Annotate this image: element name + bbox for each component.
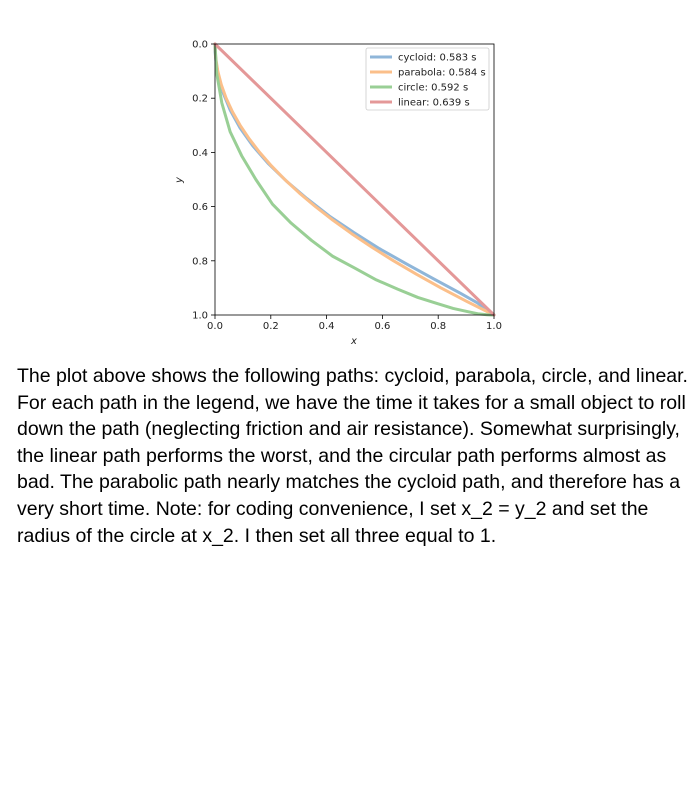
series-line-1 [213, 42, 496, 317]
x-tick-label: 0.6 [374, 321, 390, 332]
legend-label-1: parabola: 0.584 s [398, 68, 486, 79]
axes-frame [214, 43, 495, 316]
series-layer [213, 42, 496, 317]
series-line-3 [213, 42, 496, 317]
legend-box [365, 47, 490, 111]
y-tick-label: 0.2 [192, 94, 208, 105]
y-tick-label: 0.6 [192, 202, 208, 213]
x-tick-label: 0.8 [430, 321, 446, 332]
y-axis-label: y [174, 176, 185, 184]
y-tick-label: 0.4 [192, 148, 208, 159]
x-tick-label: 0.0 [207, 321, 223, 332]
x-axis-label: x [350, 336, 357, 347]
legend-label-3: linear: 0.639 s [398, 98, 470, 109]
x-tick-label: 0.4 [319, 321, 335, 332]
y-axis-ticks: 0.0 0.2 0.4 0.6 0.8 1.0 [192, 40, 215, 322]
x-tick-label: 1.0 [486, 321, 502, 332]
legend: cycloid: 0.583 s parabola: 0.584 s circle:… [365, 47, 490, 111]
x-tick-label: 0.2 [263, 321, 279, 332]
legend-label-2: circle: 0.592 s [398, 83, 468, 94]
y-tick-label: 1.0 [192, 311, 208, 322]
brachistochrone-chart: 0.0 0.2 0.4 0.6 0.8 1.0 0.00.20.40.60.81.0 x … [174, 40, 502, 348]
caption-paragraph: The plot above shows the following paths… [17, 365, 688, 547]
y-tick-label: 0.0 [192, 40, 208, 51]
legend-label-0: cycloid: 0.583 s [398, 53, 477, 64]
y-tick-label: 0.8 [192, 256, 208, 267]
x-axis-ticks: 0.0 0.2 0.4 0.6 0.8 1.0 [207, 315, 502, 332]
series-line-2 [213, 42, 496, 317]
